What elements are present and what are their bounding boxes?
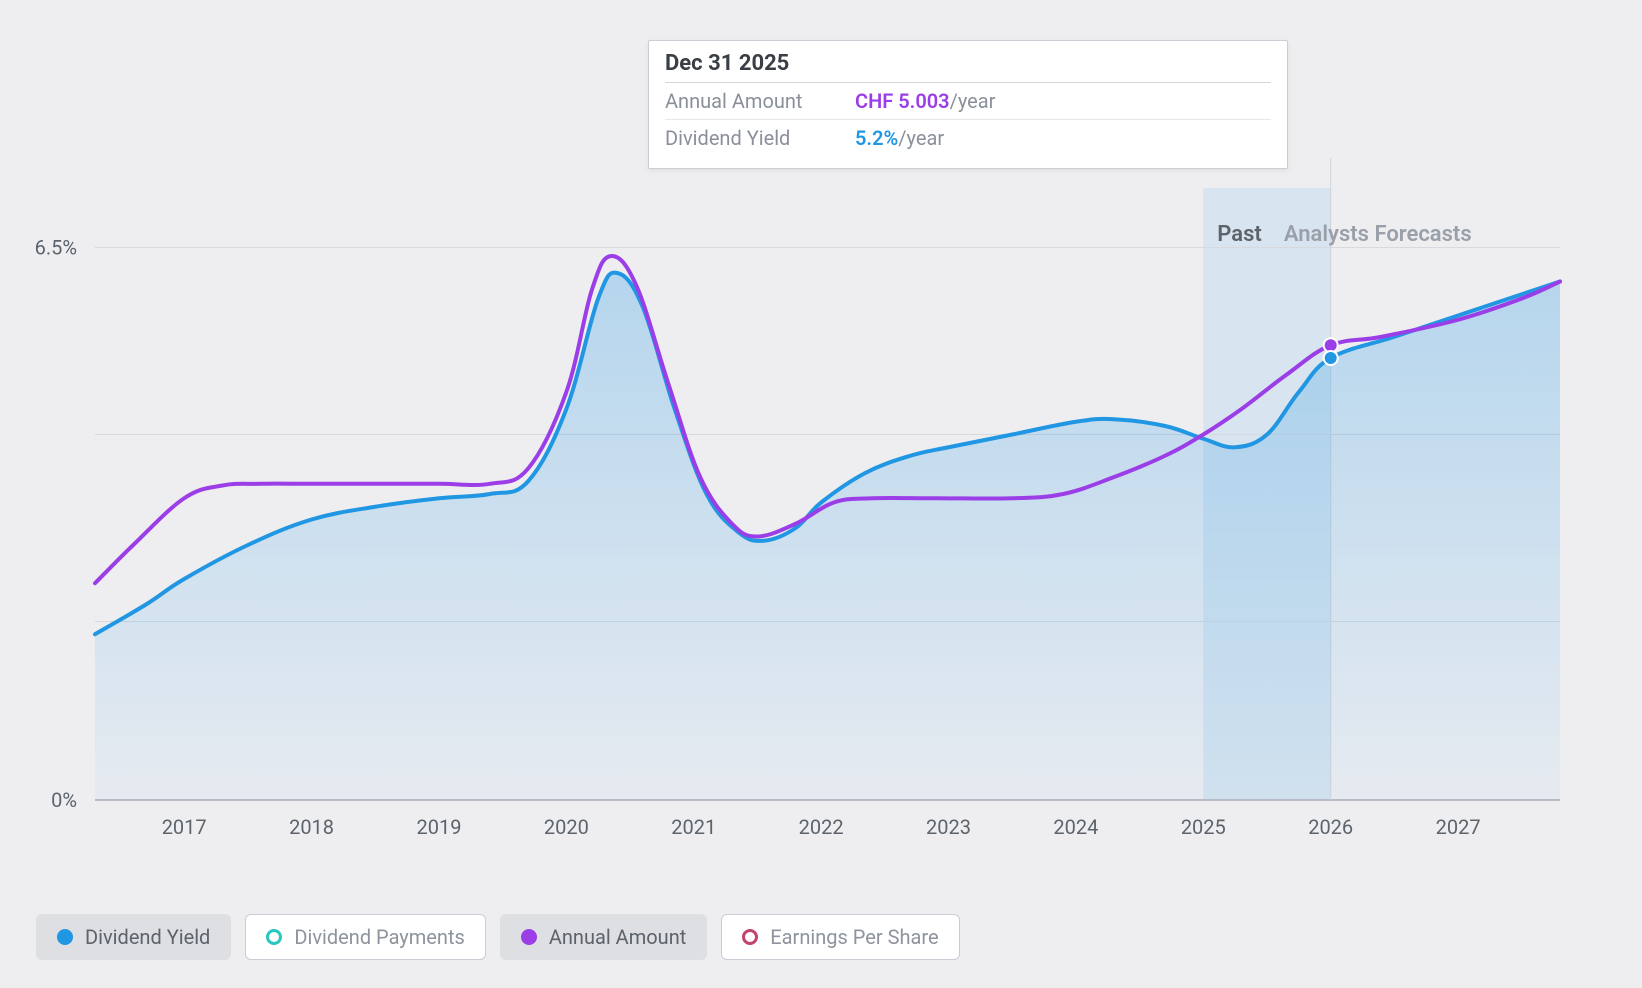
x-tick-label: 2019 xyxy=(416,815,461,839)
dividend-chart: { "chart": { "type": "line+area", "backg… xyxy=(0,0,1642,988)
chart-tooltip: Dec 31 2025 Annual AmountCHF 5.003/yearD… xyxy=(648,40,1288,169)
tooltip-row-value: 5.2% xyxy=(855,126,898,150)
legend-item-earnings-per-share[interactable]: Earnings Per Share xyxy=(721,914,959,960)
region-label-past: Past xyxy=(1217,222,1262,247)
x-tick-label: 2018 xyxy=(289,815,334,839)
x-tick-label: 2017 xyxy=(162,815,207,839)
y-tick-label: 0% xyxy=(51,788,77,812)
x-tick-label: 2023 xyxy=(926,815,971,839)
x-tick-label: 2021 xyxy=(671,815,716,839)
tooltip-row-label: Dividend Yield xyxy=(665,126,855,150)
x-tick-label: 2020 xyxy=(544,815,589,839)
x-tick-label: 2025 xyxy=(1181,815,1226,839)
region-label-forecast: Analysts Forecasts xyxy=(1284,222,1472,247)
tooltip-row-unit: /year xyxy=(898,126,944,150)
legend-label: Dividend Yield xyxy=(85,925,210,949)
dividend-yield-swatch xyxy=(57,929,73,945)
tooltip-row-label: Annual Amount xyxy=(665,89,855,113)
x-tick-label: 2027 xyxy=(1436,815,1481,839)
annual-amount-swatch xyxy=(521,929,537,945)
legend-item-annual-amount[interactable]: Annual Amount xyxy=(500,914,707,960)
x-tick-label: 2024 xyxy=(1053,815,1098,839)
legend-item-dividend-yield[interactable]: Dividend Yield xyxy=(36,914,231,960)
tooltip-row-value: CHF 5.003 xyxy=(855,89,950,113)
tooltip-row: Dividend Yield5.2%/year xyxy=(665,120,1271,156)
legend-label: Annual Amount xyxy=(549,925,686,949)
tooltip-title: Dec 31 2025 xyxy=(665,51,1271,83)
x-tick-label: 2026 xyxy=(1308,815,1353,839)
tooltip-row-unit: /year xyxy=(950,89,996,113)
chart-legend: Dividend Yield Dividend Payments Annual Am… xyxy=(36,914,960,960)
legend-label: Dividend Payments xyxy=(294,925,464,949)
y-tick-label: 6.5% xyxy=(35,236,77,260)
region-labels: Past Analysts Forecasts xyxy=(1217,222,1471,247)
legend-item-dividend-payments[interactable]: Dividend Payments xyxy=(245,914,485,960)
tooltip-row: Annual AmountCHF 5.003/year xyxy=(665,83,1271,120)
dividend-payments-swatch xyxy=(266,929,282,945)
earnings-per-share-swatch xyxy=(742,929,758,945)
legend-label: Earnings Per Share xyxy=(770,925,938,949)
x-tick-label: 2022 xyxy=(799,815,844,839)
dividend-yield-marker xyxy=(1324,351,1338,365)
